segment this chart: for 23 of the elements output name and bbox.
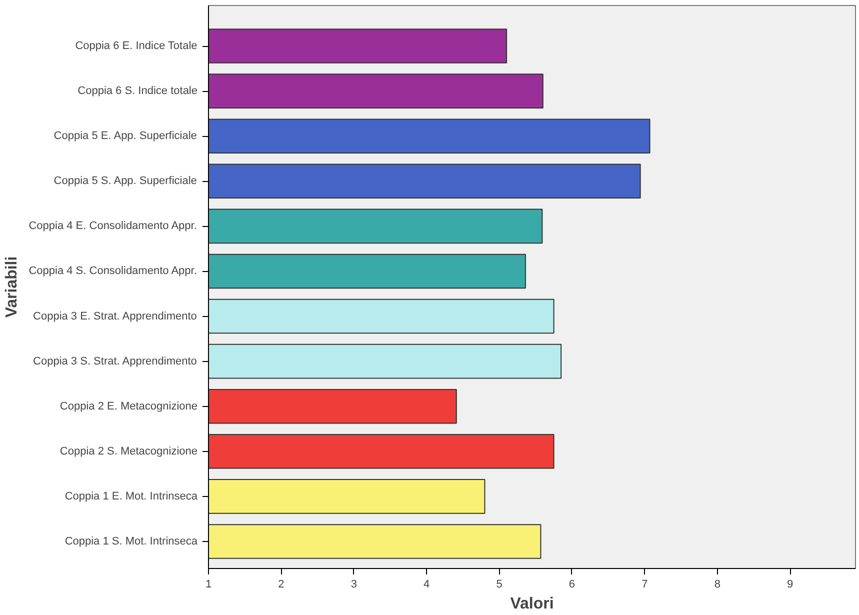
x-tick-label: 7 [642, 578, 648, 590]
y-tick-label: Coppia 2 S. Metacognizione [60, 445, 198, 458]
y-tick-label: Coppia 3 E. Strat. Apprendimento [33, 310, 197, 322]
y-tick-label: Coppia 5 E. App. Superficiale [54, 130, 197, 142]
x-tick-label: 8 [714, 578, 720, 590]
x-tick-label: 5 [496, 578, 502, 590]
x-tick-label: 3 [350, 578, 357, 590]
y-tick-label: Coppia 1 E. Mot. Intrinseca [64, 490, 198, 502]
x-tick-label: 1 [205, 578, 212, 590]
x-axis-title: Valori [510, 596, 554, 612]
x-tick-label: 4 [424, 578, 430, 590]
x-tick-label: 6 [568, 578, 576, 590]
y-tick-label: Coppia 6 S. Indice totale [78, 85, 198, 98]
y-tick-label: Coppia 2 E. Metacognizione [60, 400, 198, 412]
y-tick-label: Coppia 4 E. Consolidamento Appr. [28, 220, 197, 232]
x-tick-label: 9 [787, 578, 794, 590]
y-tick-label: Coppia 5 S. App. Superficiale [54, 175, 197, 188]
x-tick-label: 2 [278, 578, 284, 590]
y-tick-label: Coppia 6 E. Indice Totale [75, 40, 198, 52]
y-axis-title: Variabili [4, 256, 21, 318]
y-tick-label: Coppia 1 S. Mot. Intrinseca [64, 535, 198, 548]
y-tick-label: Coppia 4 S. Consolidamento Appr. [28, 265, 197, 278]
y-tick-label: Coppia 3 S. Strat. Apprendimento [33, 355, 197, 368]
